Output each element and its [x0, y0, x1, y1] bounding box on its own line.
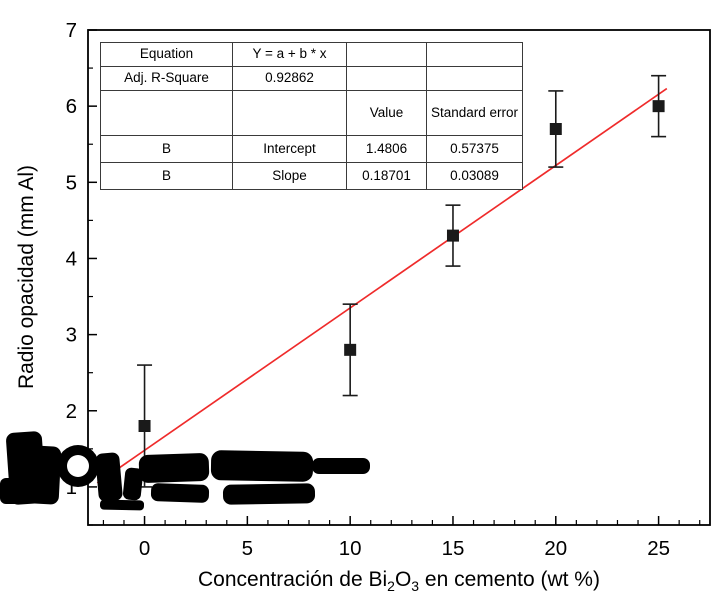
x-axis-title-part: Concentración de Bi — [198, 568, 388, 591]
x-axis-title-subscript: 2 — [387, 578, 395, 595]
redaction-blob — [150, 483, 210, 503]
x-tick-label: 10 — [339, 537, 362, 560]
table-cell: B — [100, 162, 233, 190]
redaction-blob — [222, 483, 316, 505]
table-cell: 1.4806 — [346, 135, 427, 163]
y-tick-label: 3 — [66, 324, 77, 347]
data-point — [549, 123, 562, 135]
table-cell: Equation — [100, 42, 233, 67]
redaction-blob — [138, 453, 210, 483]
x-tick-label: 20 — [544, 537, 567, 560]
redaction-blob — [0, 478, 30, 504]
table-cell — [426, 66, 523, 91]
x-axis-title: Concentración de Bi2O3 en cemento (wt %) — [88, 568, 710, 594]
plot-frame — [87, 29, 711, 526]
table-cell: B — [100, 135, 233, 163]
table-cell — [346, 66, 427, 91]
redaction-blob — [26, 445, 62, 505]
data-point — [344, 343, 357, 356]
data-point — [138, 420, 151, 432]
x-tick-label: 25 — [647, 537, 670, 560]
x-tick-label: 0 — [139, 537, 150, 560]
table-row: B Slope 0.18701 0.03089 — [100, 162, 523, 190]
table-cell: 0.18701 — [346, 162, 427, 190]
table-cell: 0.57375 — [426, 135, 523, 163]
redaction-blob — [122, 467, 144, 501]
redaction-blob — [95, 452, 123, 502]
x-tick-label: 5 — [242, 537, 253, 560]
y-axis-title: Radio opacidad (mm Al) — [15, 164, 38, 390]
redaction-blob — [312, 458, 370, 474]
table-cell — [346, 42, 427, 67]
table-cell: 0.03089 — [426, 162, 523, 190]
y-tick-label: 2 — [66, 400, 77, 423]
data-point — [446, 229, 459, 242]
table-cell — [232, 90, 347, 136]
y-tick-label: 7 — [66, 19, 77, 42]
redaction-blob-hole — [67, 455, 89, 477]
table-cell: Value — [346, 90, 427, 136]
fit-line — [96, 87, 668, 484]
table-cell: Slope — [232, 162, 347, 190]
y-tick-label: 5 — [66, 171, 77, 194]
redaction-blob — [99, 499, 145, 511]
table-row: B Intercept 1.4806 0.57375 — [100, 135, 523, 163]
table-row: Equation Y = a + b * x — [100, 42, 523, 67]
regression-table: Equation Y = a + b * x Adj. R-Square 0.9… — [100, 42, 523, 190]
data-point — [652, 100, 665, 113]
table-cell — [100, 90, 233, 136]
table-row: Adj. R-Square 0.92862 — [100, 66, 523, 91]
x-axis-title-part: en cemento (wt %) — [419, 568, 600, 591]
y-tick-label: 4 — [66, 247, 77, 270]
table-cell — [426, 42, 523, 67]
table-cell: Standard error — [426, 90, 523, 136]
x-axis-title-part: O — [394, 568, 412, 591]
table-row: Value Standard error — [100, 90, 523, 136]
table-cell: 0.92862 — [232, 66, 347, 91]
y-tick-label: 6 — [66, 95, 77, 118]
x-tick-label: 15 — [442, 537, 465, 560]
y-tick-label: 1 — [66, 476, 77, 499]
table-cell: Adj. R-Square — [100, 66, 233, 91]
redaction-blob — [210, 450, 314, 482]
table-cell: Intercept — [232, 135, 347, 163]
x-axis-title-subscript: 3 — [411, 578, 420, 595]
table-cell: Y = a + b * x — [232, 42, 347, 67]
